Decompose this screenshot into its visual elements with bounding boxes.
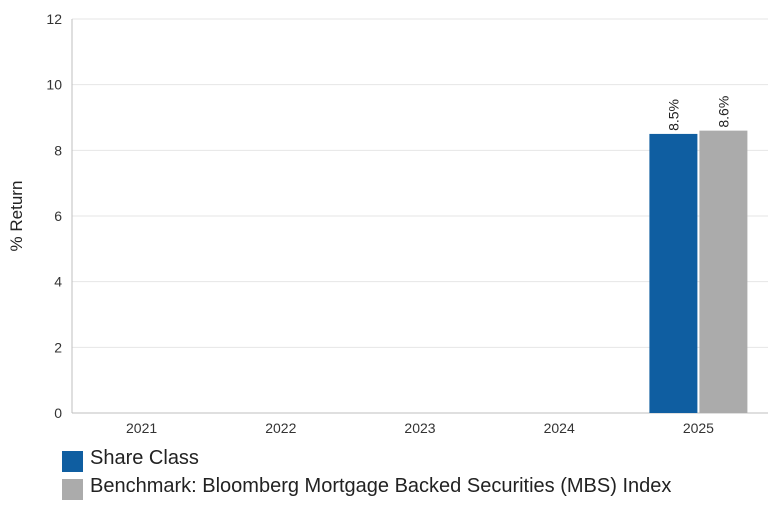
legend-label-share-class: Share Class xyxy=(90,447,199,469)
legend-swatch-share-class xyxy=(62,451,83,472)
data-label: 8.5% xyxy=(665,99,681,131)
legend-label-benchmark: Benchmark: Bloomberg Mortgage Backed Sec… xyxy=(90,475,672,497)
y-tick-label: 10 xyxy=(46,77,62,93)
x-tick-label: 2023 xyxy=(404,420,435,436)
y-axis-ticks: 0 2 4 6 8 10 12 xyxy=(46,11,62,421)
data-label: 8.6% xyxy=(715,96,731,128)
y-tick-label: 2 xyxy=(54,339,62,355)
legend-item-share-class: Share Class xyxy=(62,448,742,472)
x-axis-ticks: 2021 2022 2023 2024 2025 xyxy=(126,420,714,436)
bar xyxy=(649,133,698,413)
x-tick-label: 2021 xyxy=(126,420,157,436)
x-tick-label: 2022 xyxy=(265,420,296,436)
y-tick-label: 6 xyxy=(54,208,62,224)
bars xyxy=(649,130,748,413)
y-tick-label: 12 xyxy=(46,11,62,27)
bar xyxy=(699,130,748,413)
x-tick-label: 2025 xyxy=(683,420,714,436)
data-labels: 8.5% 8.6% xyxy=(665,96,731,131)
grid xyxy=(71,18,768,414)
legend: Share Class Benchmark: Bloomberg Mortgag… xyxy=(62,448,742,504)
x-tick-label: 2024 xyxy=(544,420,575,436)
y-tick-label: 4 xyxy=(54,274,62,290)
y-axis-label: % Return xyxy=(7,181,26,252)
y-tick-label: 0 xyxy=(54,405,62,421)
legend-item-benchmark: Benchmark: Bloomberg Mortgage Backed Sec… xyxy=(62,476,742,500)
legend-swatch-benchmark xyxy=(62,479,83,500)
y-tick-label: 8 xyxy=(54,142,62,158)
